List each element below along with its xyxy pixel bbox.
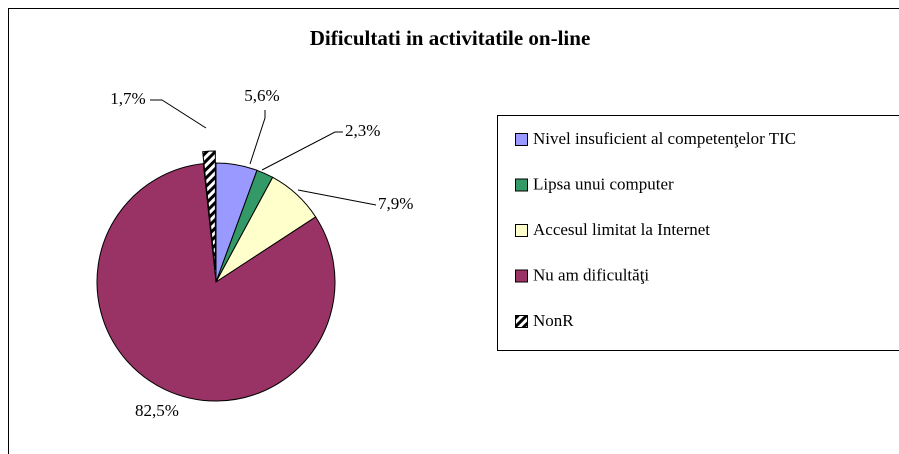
legend-label: Lipsa unui computer <box>533 174 674 193</box>
data-label: 5,6% <box>244 86 279 105</box>
chart-title: Dificultati in activitatile on-line <box>310 26 591 50</box>
legend-box <box>497 115 899 351</box>
legend-label: NonR <box>533 311 574 330</box>
data-label: 7,9% <box>378 194 413 213</box>
pie-slice <box>202 150 216 271</box>
data-label: 82,5% <box>135 401 179 420</box>
data-label: 2,3% <box>345 121 380 140</box>
leader-line <box>150 99 207 129</box>
legend-swatch <box>515 224 528 237</box>
legend-label: Accesul limitat la Internet <box>533 220 710 239</box>
data-label: 1,7% <box>110 89 145 108</box>
leader-line <box>249 110 266 165</box>
pie-slice <box>96 163 336 402</box>
legend-label: Nivel insuficient al competenţelor TIC <box>533 129 796 148</box>
leader-line <box>297 189 377 206</box>
legend-swatch <box>515 178 528 192</box>
legend-swatch <box>515 315 528 328</box>
legend-swatch <box>515 269 528 283</box>
leader-line <box>261 131 343 171</box>
legend-swatch <box>515 133 528 146</box>
legend-label: Nu am dificultăţi <box>533 265 649 284</box>
